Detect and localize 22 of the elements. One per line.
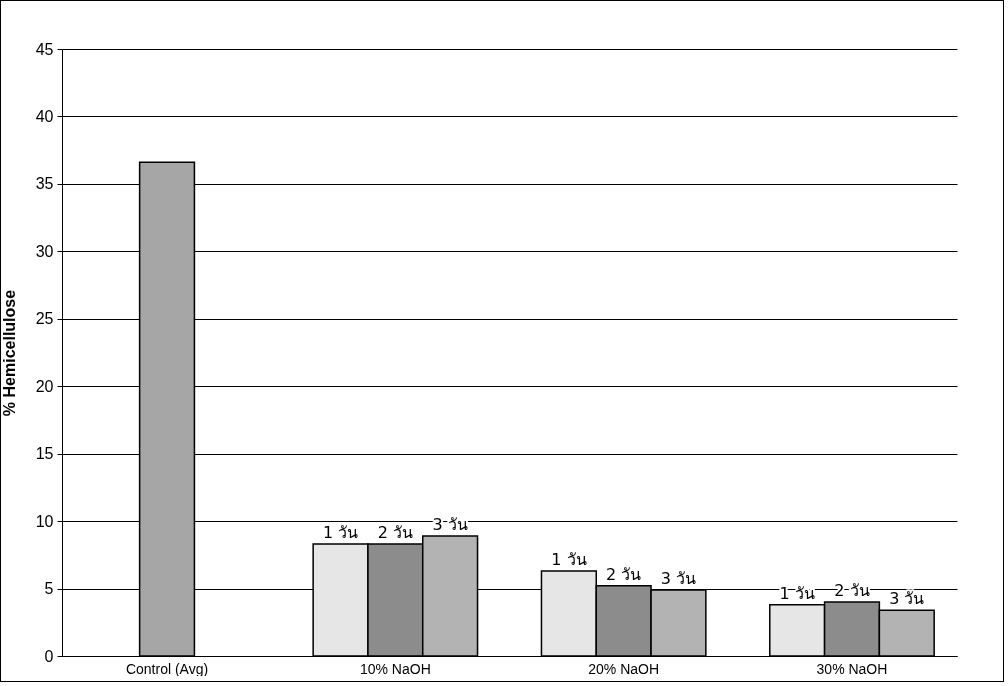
series-label: 2 วัน [377, 523, 413, 543]
y-tick-label: 25 [35, 310, 54, 328]
y-tick-label: 0 [44, 647, 54, 665]
y-tick-label: 10 [35, 512, 54, 530]
text: 1 วัน [779, 583, 815, 603]
x-tick-label: 20% NaOH [588, 660, 660, 677]
y-tick-label: 15 [35, 445, 54, 463]
y-tick-label: 35 [35, 175, 54, 193]
x-tick-label: 30% NaOH [816, 660, 888, 677]
y-tick-label: 20 [35, 377, 54, 395]
y-tick-label: 45 [35, 40, 54, 58]
y-tick-label: 5 [44, 580, 54, 598]
y-axis-title: % Hemicellulose [0, 289, 18, 417]
y-tick-label: 40 [35, 107, 54, 125]
text: 3 วัน [889, 589, 925, 609]
x-tick-label: 10% NaOH [359, 660, 431, 677]
series-label: 1 วัน [322, 523, 359, 543]
text: 1 วัน [551, 550, 587, 570]
y-tick-label: 30 [35, 242, 54, 260]
x-tick-label: Control (Avg) [125, 660, 209, 677]
text: 2 วัน [606, 564, 642, 584]
text: 3 วัน [660, 568, 697, 588]
